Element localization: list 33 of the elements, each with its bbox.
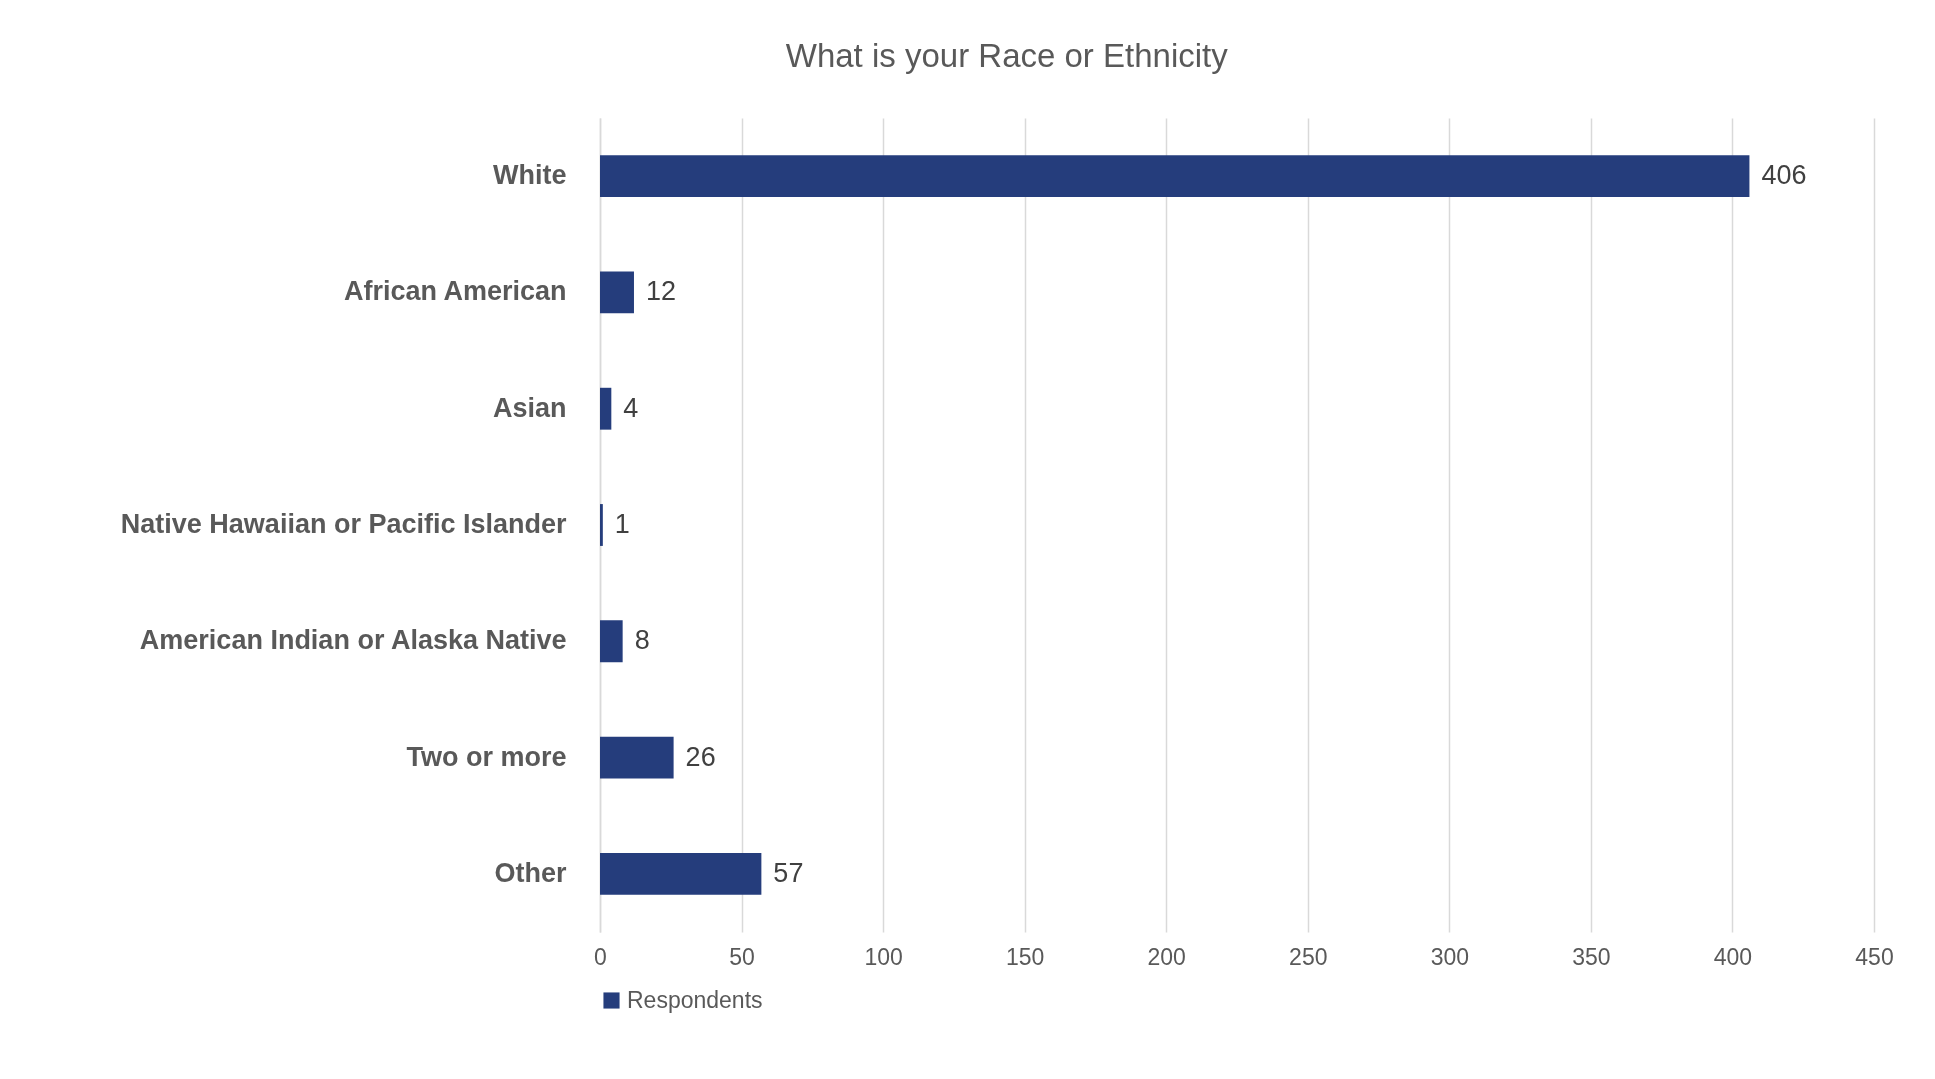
- y-tick-label: Two or more: [406, 741, 567, 772]
- legend-label: Respondents: [627, 986, 763, 1013]
- data-label: 26: [685, 741, 716, 772]
- y-tick-label: American Indian or Alaska Native: [139, 625, 567, 656]
- bar: [600, 155, 1750, 198]
- data-label: 57: [773, 857, 804, 888]
- bar: [600, 504, 603, 546]
- y-tick-label: White: [493, 160, 567, 191]
- x-tick-label: 150: [1005, 943, 1045, 970]
- data-label: 8: [634, 625, 650, 656]
- data-label: 12: [645, 276, 677, 307]
- data-label: 406: [1761, 160, 1807, 191]
- x-tick-label: 450: [1855, 943, 1894, 970]
- data-label: 4: [623, 392, 639, 423]
- y-tick-label: African American: [343, 276, 567, 307]
- bar: [600, 620, 623, 663]
- y-tick-label: Asian: [492, 392, 567, 423]
- x-tick-label: 0: [594, 943, 607, 970]
- x-tick-label: 200: [1147, 943, 1186, 970]
- bar: [600, 387, 612, 430]
- y-tick-label: Other: [494, 857, 567, 888]
- bar: [600, 271, 634, 314]
- chart-title: What is your Race or Ethnicity: [785, 37, 1229, 74]
- x-tick-label: 400: [1713, 943, 1753, 970]
- bar: [600, 852, 762, 895]
- x-tick-label: 350: [1572, 943, 1611, 970]
- x-tick-label: 50: [729, 943, 755, 970]
- y-tick-label: Native Hawaiian or Pacific Islander: [120, 509, 567, 539]
- data-label: 1: [614, 509, 630, 539]
- x-tick-label: 100: [864, 943, 903, 970]
- x-tick-label: 300: [1430, 943, 1470, 970]
- bar: [600, 736, 674, 779]
- x-tick-label: 250: [1289, 943, 1328, 970]
